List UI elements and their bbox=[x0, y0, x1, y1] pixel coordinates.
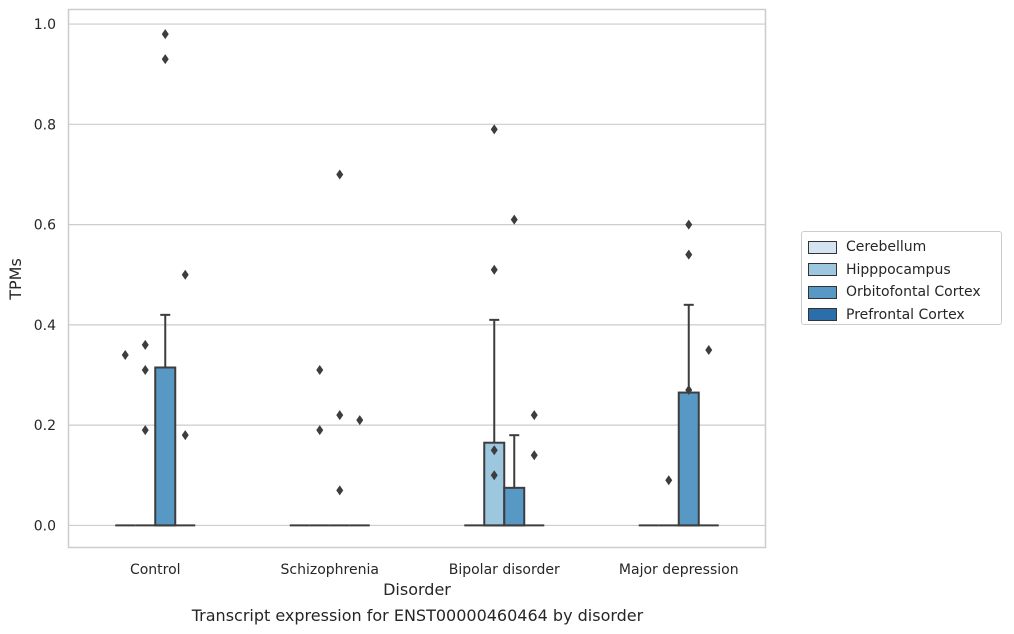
box bbox=[503, 486, 526, 527]
outlier-point bbox=[141, 339, 149, 350]
y-tick-label: 0.2 bbox=[34, 418, 56, 434]
outlier-point bbox=[336, 410, 344, 421]
legend-swatch bbox=[808, 308, 837, 322]
outlier-point bbox=[121, 349, 129, 360]
y-tick-label: 0.8 bbox=[34, 117, 56, 133]
outlier-point bbox=[161, 29, 169, 40]
outliers bbox=[121, 29, 713, 496]
box bbox=[677, 391, 700, 527]
y-tick-label: 0.4 bbox=[34, 318, 56, 334]
outlier-point bbox=[490, 124, 498, 135]
x-tick-label: Control bbox=[130, 562, 181, 578]
y-tick-labels: 0.0 0.2 0.4 0.6 0.8 1.0 bbox=[34, 17, 56, 534]
y-tick-label: 1.0 bbox=[34, 17, 56, 33]
outlier-point bbox=[510, 214, 518, 225]
legend-item: Cerebellum bbox=[808, 236, 1001, 259]
outlier-point bbox=[530, 450, 538, 461]
x-tick-label: Bipolar disorder bbox=[449, 562, 560, 578]
outlier-point bbox=[181, 269, 189, 280]
y-axis-label: TPMs bbox=[6, 258, 25, 301]
legend: Cerebellum Hipppocampus Orbitofontal Corte… bbox=[801, 231, 1002, 325]
x-tick-label: Major depression bbox=[619, 562, 739, 578]
outlier-point bbox=[181, 430, 189, 441]
outlier-point bbox=[336, 169, 344, 180]
outlier-point bbox=[705, 344, 713, 355]
legend-label: Prefrontal Cortex bbox=[846, 306, 965, 323]
y-tick-label: 0.0 bbox=[34, 518, 56, 534]
legend-swatch bbox=[808, 240, 837, 254]
x-axis-label: Disorder bbox=[383, 580, 451, 599]
legend-label: Hipppocampus bbox=[846, 261, 951, 278]
outlier-point bbox=[490, 470, 498, 481]
outlier-point bbox=[336, 485, 344, 496]
outlier-point bbox=[316, 365, 324, 376]
outlier-point bbox=[685, 385, 693, 396]
box bbox=[154, 366, 177, 527]
outlier-point bbox=[356, 415, 364, 426]
legend-swatch bbox=[808, 285, 837, 299]
x-tick-label: Schizophrenia bbox=[281, 562, 379, 578]
figure-caption: Transcript expression for ENST0000046046… bbox=[191, 606, 644, 625]
outlier-point bbox=[141, 425, 149, 436]
outlier-point bbox=[685, 219, 693, 230]
outlier-point bbox=[530, 410, 538, 421]
outlier-point bbox=[665, 475, 673, 486]
outlier-point bbox=[141, 365, 149, 376]
outlier-point bbox=[490, 264, 498, 275]
legend-item: Hipppocampus bbox=[808, 259, 1001, 282]
legend-swatch bbox=[808, 263, 837, 277]
y-tick-label: 0.6 bbox=[34, 218, 56, 234]
outlier-point bbox=[490, 445, 498, 456]
legend-item: Orbitofontal Cortex bbox=[808, 281, 1001, 304]
legend-item: Prefrontal Cortex bbox=[808, 304, 1001, 327]
x-tick-labels: Control Schizophrenia Bipolar disorder Majo… bbox=[130, 562, 739, 578]
legend-label: Cerebellum bbox=[846, 239, 927, 256]
boxes bbox=[115, 303, 719, 527]
outlier-point bbox=[161, 54, 169, 65]
plot-frame bbox=[67, 8, 767, 549]
outlier-point bbox=[316, 425, 324, 436]
legend-label: Orbitofontal Cortex bbox=[846, 284, 981, 301]
outlier-point bbox=[685, 249, 693, 260]
